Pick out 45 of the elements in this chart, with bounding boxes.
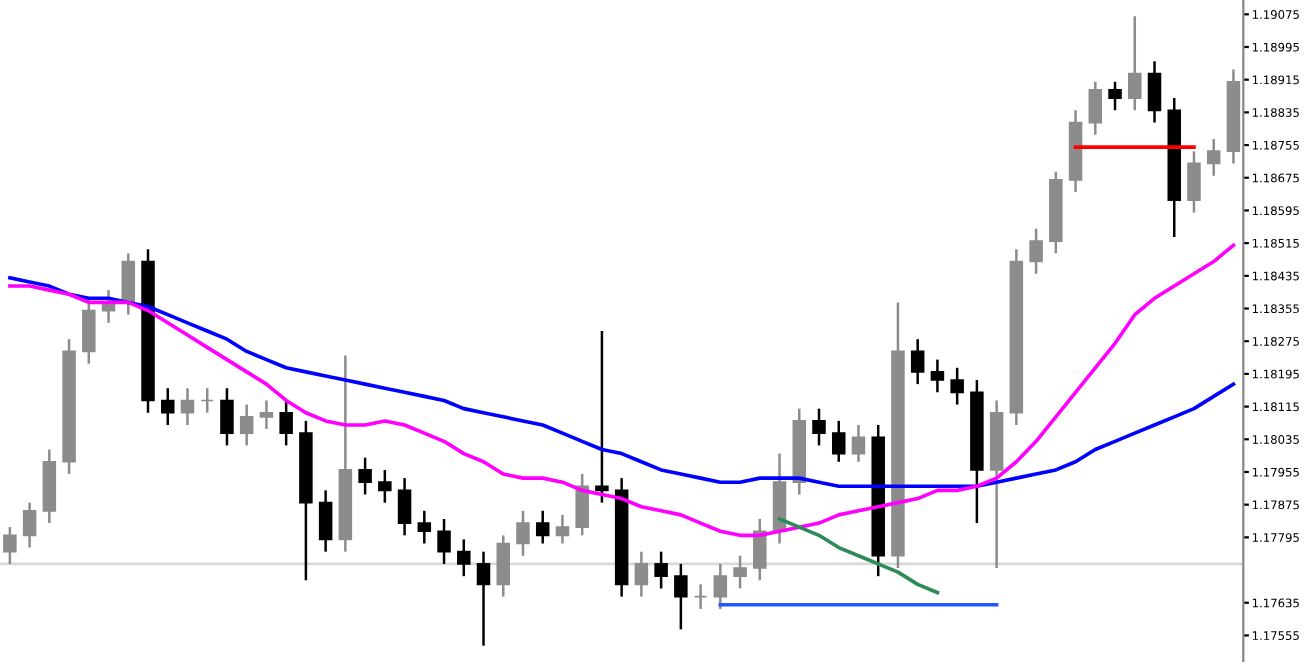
candlestick: [910, 337, 925, 386]
candlestick: [378, 468, 392, 504]
candlestick: [950, 366, 964, 406]
candlestick: [1187, 149, 1201, 214]
candlestick: [1029, 227, 1043, 276]
candlestick: [239, 403, 254, 447]
candlestick: [22, 501, 37, 549]
candlestick: [121, 252, 136, 316]
candlestick: [417, 509, 432, 545]
candlestick: [693, 583, 708, 611]
candlestick: [1147, 60, 1162, 124]
candlestick: [279, 399, 293, 447]
candlestick: [259, 399, 274, 431]
candlestick: [457, 538, 471, 578]
candlestick: [200, 386, 214, 414]
candlestick: [555, 513, 570, 545]
candlestick: [496, 534, 511, 598]
candlestick: [634, 550, 649, 598]
candlestick: [851, 423, 866, 464]
candlestick: [930, 358, 945, 394]
candlestick: [595, 329, 609, 504]
candlestick: [3, 525, 17, 566]
candlestick: [318, 489, 333, 553]
candlestick: [753, 517, 767, 582]
candlestick: [831, 419, 846, 464]
candlestick: [437, 517, 451, 566]
candlestick: [674, 562, 688, 631]
candlestick: [476, 550, 491, 647]
candlestick: [1088, 80, 1103, 137]
candlestick: [516, 509, 530, 557]
candlestick: [1128, 15, 1142, 112]
candlestick: [180, 386, 195, 427]
candlestick: [160, 386, 175, 427]
candlestick: [733, 554, 747, 590]
candlestick: [82, 297, 96, 365]
candlestick: [220, 386, 234, 447]
candlestick: [535, 509, 550, 545]
candlestick: [713, 562, 728, 611]
candlestick: [1206, 137, 1221, 177]
candlestick: [358, 456, 372, 496]
candlestick: [1108, 80, 1122, 112]
candlestick: [575, 472, 589, 537]
candlestick: [397, 476, 412, 537]
candlestick: [812, 407, 826, 447]
candlestick: [654, 550, 668, 590]
